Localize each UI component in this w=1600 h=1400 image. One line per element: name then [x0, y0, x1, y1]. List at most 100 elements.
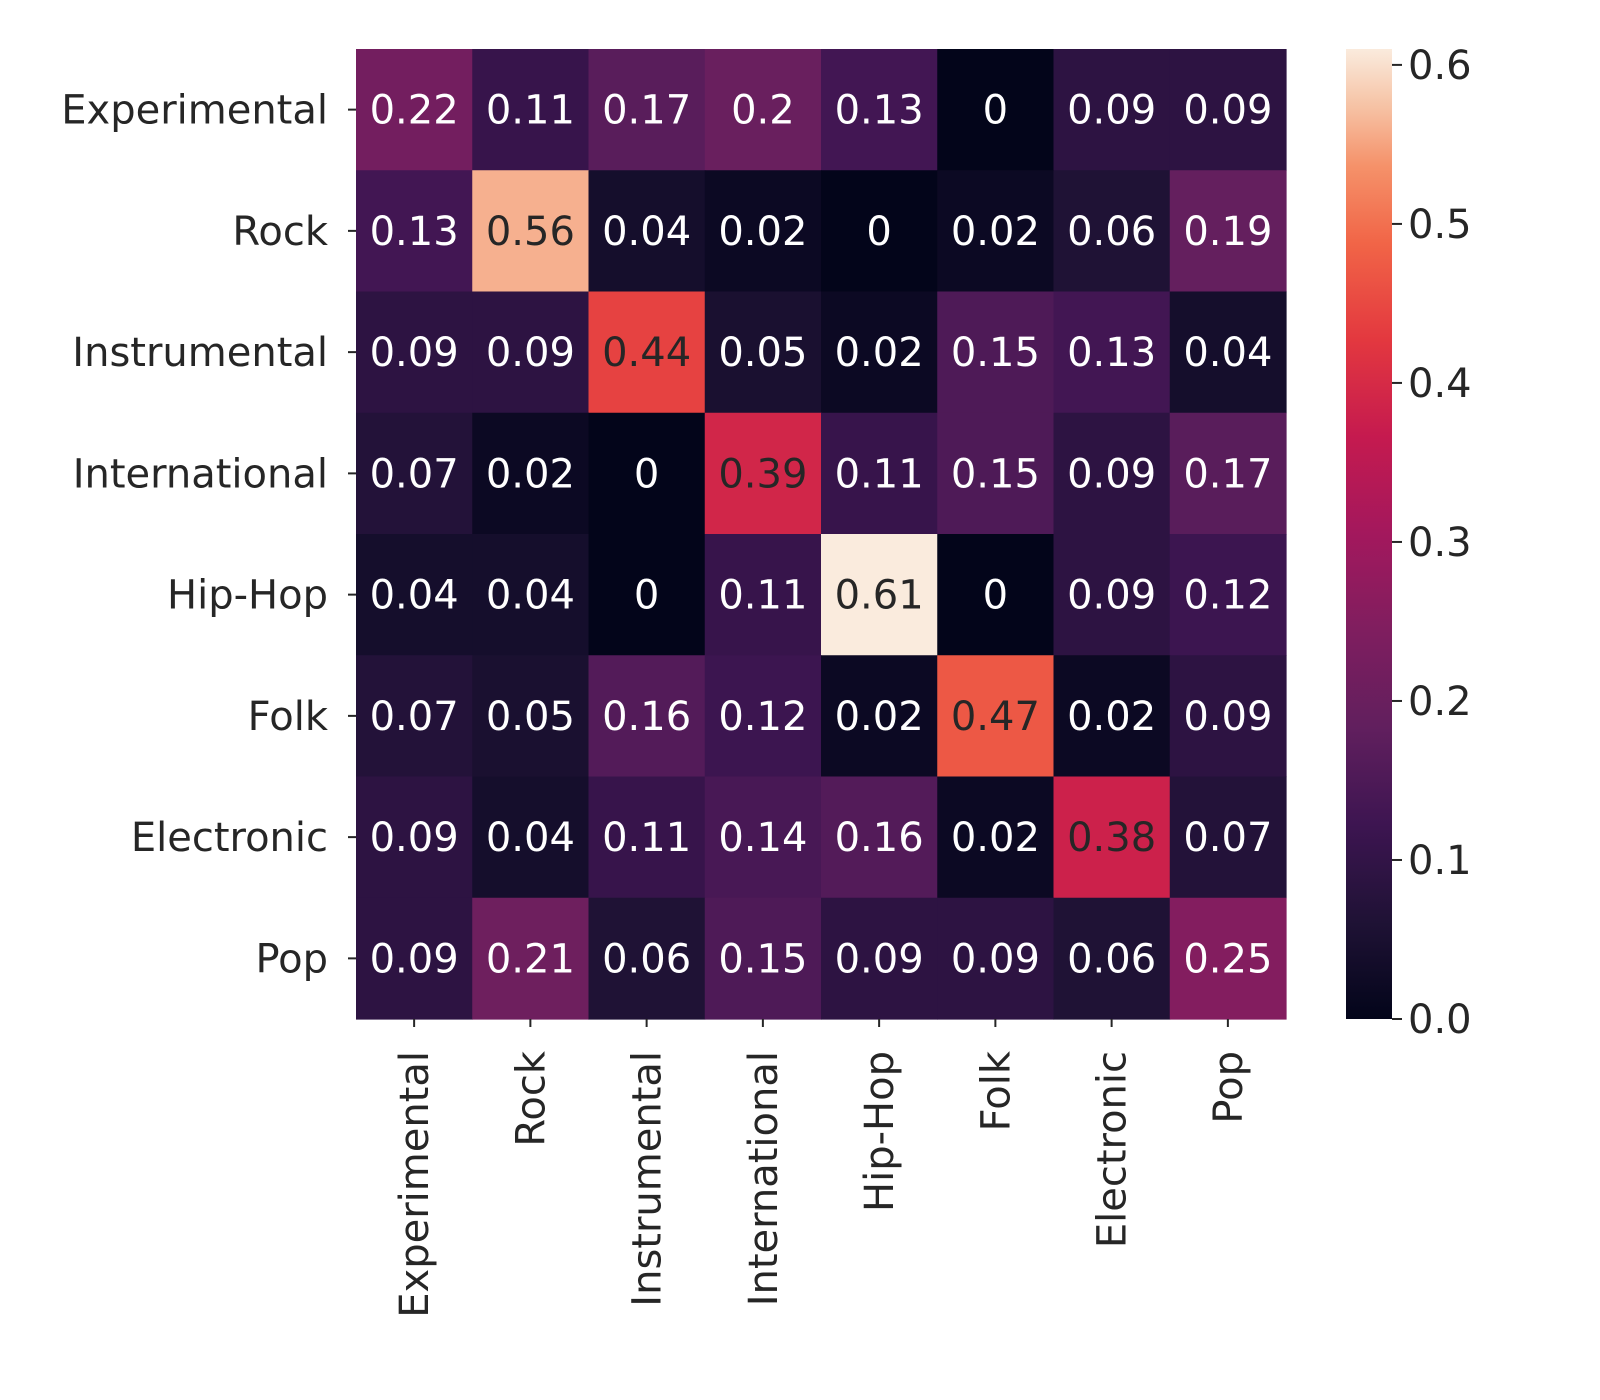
cell-value-label: 0.19 [1183, 209, 1272, 255]
heatmap-cell [1053, 534, 1171, 656]
heatmap-cell [1169, 291, 1287, 414]
cell-value-label: 0.47 [951, 694, 1040, 740]
x-tick-label: Rock [508, 1050, 554, 1146]
heatmap-cell [588, 655, 706, 778]
cell-value-label: 0.04 [1183, 330, 1272, 376]
heatmap-cell [1169, 655, 1287, 778]
heatmap-cell [472, 412, 590, 535]
heatmap-cell [356, 291, 473, 414]
heatmap-cell [472, 776, 590, 899]
heatmap-cell [704, 49, 822, 171]
cell-value-label: 0.09 [370, 330, 459, 376]
cell-value-label: 0.04 [602, 209, 691, 255]
colorbar-tick-label: 0.5 [1408, 202, 1472, 248]
cell-value-label: 0.11 [835, 451, 924, 497]
cell-value-label: 0.14 [718, 815, 807, 861]
heatmap-cell [1169, 776, 1287, 899]
cell-value-label: 0.06 [602, 936, 691, 982]
heatmap-cell [356, 897, 473, 1020]
x-tick-label: International [741, 1051, 787, 1306]
cell-value-label: 0.02 [835, 694, 924, 740]
heatmap-cell [588, 897, 706, 1020]
heatmap-cell [821, 412, 938, 535]
cell-value-label: 0.09 [370, 936, 459, 982]
cell-value-label: 0.02 [486, 451, 575, 497]
cell-value-label: 0.04 [370, 573, 459, 619]
cell-value-label: 0 [866, 209, 891, 255]
cell-value-label: 0 [634, 573, 659, 619]
y-tick-label: Instrumental [72, 330, 328, 376]
heatmap-cell [1169, 170, 1287, 293]
cell-value-label: 0.22 [370, 88, 459, 134]
y-tick-label: Rock [232, 209, 328, 255]
heatmap-cell [937, 170, 1055, 293]
cell-value-label: 0.38 [1067, 815, 1156, 861]
colorbar-tick-label: 0.3 [1408, 520, 1472, 566]
cell-value-label: 0.2 [731, 88, 795, 134]
heatmap-cell [937, 655, 1055, 778]
colorbar-ticks: 0.0 0.1 0.2 0.3 0.4 0.5 0.6 [1392, 43, 1472, 1043]
y-tick-label: Folk [248, 694, 329, 740]
cell-value-label: 0.09 [1067, 88, 1156, 134]
column-labels: Experimental Rock Instrumental Internationa… [392, 1019, 1252, 1318]
heatmap-cell [588, 291, 706, 414]
cell-value-label: 0.07 [1183, 815, 1272, 861]
cell-value-label: 0 [983, 573, 1008, 619]
cell-value-label: 0.09 [1067, 451, 1156, 497]
cell-value-label: 0.39 [718, 451, 807, 497]
cell-value-label: 0.02 [835, 330, 924, 376]
row-labels: Experimental Rock Instrumental Internationa… [61, 88, 356, 982]
cell-value-label: 0.15 [951, 330, 1040, 376]
heatmap-cell [588, 170, 706, 293]
x-tick-label: Experimental [392, 1051, 438, 1318]
colorbar-tick-label: 0.2 [1408, 679, 1472, 725]
heatmap-cell [356, 170, 473, 293]
heatmap-cell [588, 49, 706, 171]
heatmap-cell [704, 776, 822, 899]
cell-value-label: 0.21 [486, 936, 575, 982]
cell-value-label: 0.09 [486, 330, 575, 376]
cell-value-label: 0.13 [370, 209, 459, 255]
heatmap-cell [937, 291, 1055, 414]
heatmap-cell [821, 170, 938, 293]
y-tick-label: Hip-Hop [167, 573, 328, 619]
cell-value-label: 0.07 [370, 694, 459, 740]
y-tick-label: International [73, 451, 328, 497]
heatmap-cell [472, 655, 590, 778]
heatmap-cell [937, 897, 1055, 1020]
heatmap-cell [472, 49, 590, 171]
heatmap-cell [704, 170, 822, 293]
heatmap-cell [704, 291, 822, 414]
heatmap-cell [821, 49, 938, 171]
heatmap-cell [1053, 412, 1171, 535]
cell-value-label: 0.16 [602, 694, 691, 740]
cell-value-label: 0.05 [718, 330, 807, 376]
cell-value-label: 0.56 [486, 209, 575, 255]
cell-value-label: 0.02 [1067, 694, 1156, 740]
heatmap-cell [1053, 170, 1171, 293]
heatmap-cell [1053, 49, 1171, 171]
heatmap-cell [704, 897, 822, 1020]
heatmap-cells: 0.22 0.11 0.17 0.2 0.13 0 0.09 0.09 0.13 0.56 0.04… [356, 49, 1287, 1020]
cell-value-label: 0.44 [602, 330, 691, 376]
heatmap-cell [937, 49, 1055, 171]
cell-value-label: 0.09 [951, 936, 1040, 982]
heatmap-cell [937, 412, 1055, 535]
heatmap-cell [356, 49, 473, 171]
cell-value-label: 0.05 [486, 694, 575, 740]
heatmap-cell [588, 534, 706, 656]
cell-value-label: 0.15 [718, 936, 807, 982]
colorbar-tick-label: 0.6 [1408, 43, 1472, 89]
heatmap-cell [1053, 655, 1171, 778]
colorbar-tick-label: 0.1 [1408, 838, 1472, 884]
x-tick-label: Electronic [1090, 1051, 1136, 1248]
heatmap-cell [821, 776, 938, 899]
heatmap-cell [588, 412, 706, 535]
cell-value-label: 0.09 [835, 936, 924, 982]
heatmap-cell [588, 776, 706, 899]
cell-value-label: 0.12 [718, 694, 807, 740]
cell-value-label: 0.17 [602, 88, 691, 134]
cell-value-label: 0.06 [1067, 936, 1156, 982]
heatmap-cell [472, 534, 590, 656]
